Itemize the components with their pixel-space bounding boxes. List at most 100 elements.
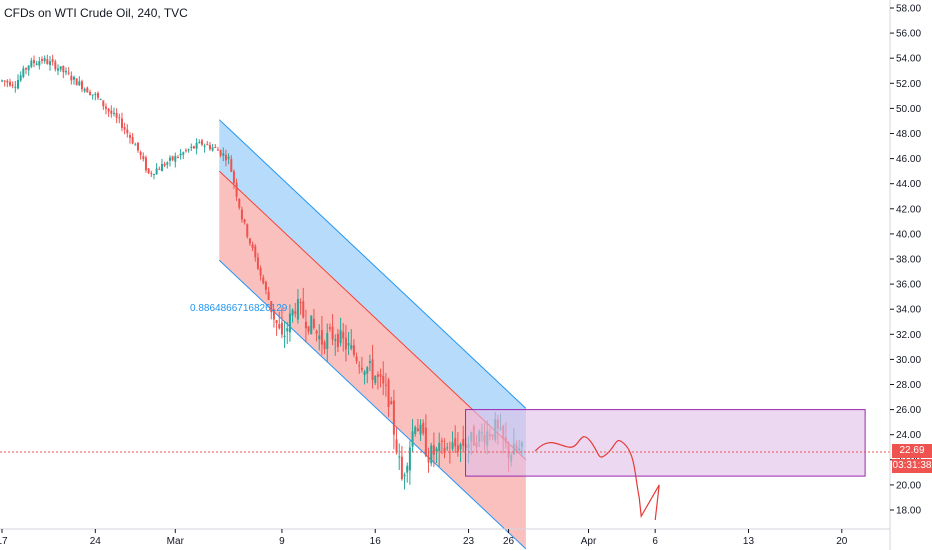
candle-body bbox=[102, 100, 105, 107]
candle-body bbox=[120, 118, 123, 128]
candle-body bbox=[248, 238, 251, 244]
candle-body bbox=[160, 163, 163, 172]
candle-body bbox=[203, 145, 206, 147]
forecast-sketch[interactable] bbox=[534, 436, 660, 521]
y-tick-label: 18.00 bbox=[896, 506, 921, 517]
candle-body bbox=[371, 359, 374, 381]
candle-body bbox=[88, 92, 91, 95]
candle-body bbox=[182, 152, 185, 155]
countdown-tag: 03:31:38 bbox=[892, 459, 932, 473]
candle-body bbox=[430, 445, 433, 464]
candle-body bbox=[376, 374, 379, 377]
x-tick-label: 9 bbox=[279, 536, 285, 547]
channel-upper-line[interactable] bbox=[218, 119, 527, 409]
candle-body bbox=[344, 337, 347, 350]
candle-body bbox=[334, 339, 337, 342]
candle-body bbox=[382, 375, 385, 384]
projection-rectangle[interactable] bbox=[465, 409, 866, 477]
candle-body bbox=[352, 345, 355, 355]
y-tick-label: 20.00 bbox=[896, 480, 921, 491]
candle-body bbox=[350, 345, 353, 349]
x-tick-label: 13 bbox=[743, 536, 755, 547]
candle-body bbox=[387, 379, 390, 407]
candle-body bbox=[398, 456, 401, 458]
candle-body bbox=[168, 157, 171, 161]
candle-body bbox=[22, 68, 25, 77]
candle-body bbox=[94, 94, 97, 96]
candle-body bbox=[366, 367, 369, 374]
candle-body bbox=[400, 456, 403, 480]
y-tick-label: 58.00 bbox=[896, 4, 921, 15]
candle-body bbox=[219, 150, 222, 156]
candle-body bbox=[227, 156, 230, 159]
forecast-path[interactable] bbox=[534, 436, 660, 521]
candle-body bbox=[104, 106, 107, 109]
candle-body bbox=[16, 79, 19, 89]
candle-body bbox=[395, 439, 398, 453]
candle-body bbox=[299, 302, 302, 304]
candle-body bbox=[254, 246, 257, 258]
price-axis[interactable]: 18.0020.0022.0024.0026.0028.0030.0032.00… bbox=[890, 4, 921, 517]
candle-body bbox=[438, 442, 441, 452]
y-tick-label: 54.00 bbox=[896, 54, 921, 65]
candle-body bbox=[374, 376, 377, 384]
candle-body bbox=[46, 59, 49, 64]
candle-body bbox=[384, 384, 387, 386]
candle-body bbox=[158, 168, 161, 170]
candle-body bbox=[107, 108, 110, 112]
candle-body bbox=[163, 163, 166, 166]
candle-body bbox=[166, 162, 169, 165]
candle-body bbox=[192, 146, 195, 149]
candle-body bbox=[144, 157, 147, 171]
candle-body bbox=[27, 65, 30, 71]
x-tick-label: Mar bbox=[167, 536, 185, 547]
candle-body bbox=[454, 438, 457, 447]
projection-box[interactable] bbox=[465, 409, 866, 477]
candle-body bbox=[80, 81, 83, 90]
candle-body bbox=[443, 447, 446, 453]
y-tick-label: 52.00 bbox=[896, 79, 921, 90]
candle-body bbox=[294, 311, 297, 314]
candle-body bbox=[238, 198, 241, 208]
candle-body bbox=[131, 137, 134, 144]
candle-body bbox=[435, 448, 438, 452]
candle-body bbox=[462, 438, 465, 446]
candle-body bbox=[416, 428, 419, 432]
candle-body bbox=[112, 112, 115, 114]
candle-body bbox=[139, 151, 142, 156]
candle-body bbox=[368, 361, 371, 364]
candle-body bbox=[390, 401, 393, 404]
y-tick-label: 50.00 bbox=[896, 104, 921, 115]
candle-body bbox=[70, 75, 73, 81]
channel-upper-fill bbox=[219, 119, 526, 460]
candle-body bbox=[54, 61, 57, 70]
candle-body bbox=[208, 144, 211, 150]
candle-body bbox=[1, 80, 3, 82]
candle-body bbox=[283, 335, 286, 337]
candle-body bbox=[331, 326, 334, 340]
candle-body bbox=[123, 127, 126, 130]
candle-body bbox=[35, 63, 38, 65]
candle-body bbox=[136, 142, 139, 151]
candle-body bbox=[432, 445, 435, 455]
candle-body bbox=[187, 149, 190, 151]
y-tick-label: 44.00 bbox=[896, 179, 921, 190]
y-tick-label: 48.00 bbox=[896, 129, 921, 140]
candle-body bbox=[456, 445, 459, 452]
candle-body bbox=[174, 156, 177, 162]
candle-body bbox=[155, 168, 158, 175]
candle-body bbox=[216, 149, 219, 151]
candle-body bbox=[232, 171, 235, 184]
candle-body bbox=[296, 299, 299, 320]
candle-body bbox=[360, 367, 363, 370]
candle-body bbox=[184, 150, 187, 152]
candle-body bbox=[62, 65, 65, 73]
candle-body bbox=[134, 144, 137, 146]
candle-body bbox=[67, 72, 70, 74]
candle-body bbox=[211, 147, 214, 151]
candle-body bbox=[152, 174, 155, 176]
time-axis[interactable]: 17 24 Mar 9 16 23 26 Apr 6 13 20 bbox=[0, 529, 848, 547]
candle-body bbox=[8, 81, 11, 86]
